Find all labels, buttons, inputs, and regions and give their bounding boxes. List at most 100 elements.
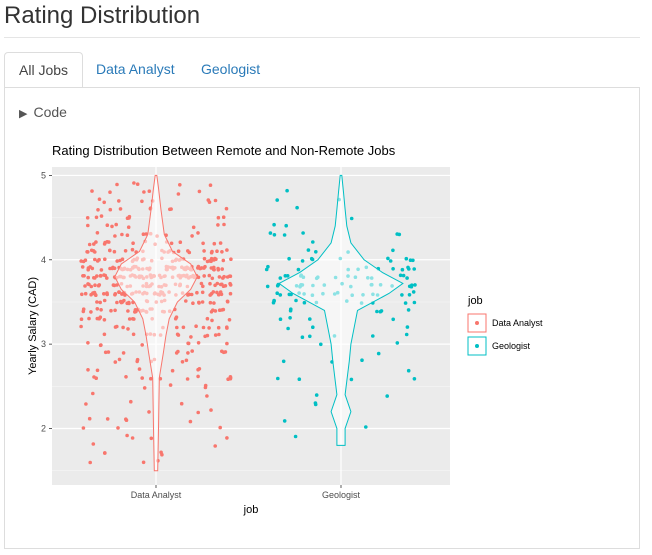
geologist-point [391, 317, 396, 322]
data-analyst-point [207, 273, 212, 278]
data-analyst-point [184, 358, 189, 363]
geologist-point [411, 290, 416, 294]
data-analyst-point [200, 300, 205, 304]
data-analyst-point [211, 290, 216, 294]
data-analyst-point [185, 377, 190, 381]
data-analyst-point [168, 383, 173, 387]
geologist-point [398, 273, 403, 278]
data-analyst-point [123, 249, 128, 253]
data-analyst-point [203, 334, 207, 339]
data-analyst-point [228, 376, 233, 380]
data-analyst-violin [114, 174, 198, 472]
geologist-point [412, 300, 417, 305]
data-analyst-point [225, 275, 230, 279]
data-analyst-point [212, 267, 216, 272]
data-analyst-point [130, 247, 135, 252]
data-analyst-point [115, 182, 119, 187]
legend-key-dot [475, 344, 479, 348]
data-analyst-point [126, 225, 131, 229]
geologist-point [405, 276, 409, 280]
data-analyst-point [191, 225, 196, 230]
geologist-point [349, 377, 354, 382]
data-analyst-point [225, 248, 229, 252]
data-analyst-point [80, 292, 84, 297]
data-analyst-point [95, 231, 100, 235]
data-analyst-point [197, 189, 202, 194]
geologist-point [404, 256, 409, 261]
code-toggle[interactable]: ▶ Code [19, 104, 67, 120]
data-analyst-point [102, 292, 106, 296]
x-tick-label: Geologist [322, 490, 361, 500]
data-analyst-point [113, 308, 117, 313]
data-analyst-point [212, 301, 216, 305]
data-analyst-point [98, 343, 103, 348]
data-analyst-point [114, 222, 118, 227]
data-analyst-point [105, 276, 109, 280]
data-analyst-point [131, 241, 135, 245]
tab-geologist[interactable]: Geologist [201, 61, 261, 77]
data-analyst-point [147, 410, 151, 414]
data-analyst-point [187, 292, 191, 297]
data-analyst-point [180, 360, 185, 364]
data-analyst-point [109, 308, 113, 313]
data-analyst-point [194, 324, 198, 328]
data-analyst-point [116, 426, 120, 430]
data-analyst-point [142, 190, 146, 194]
data-analyst-point [200, 290, 205, 295]
data-analyst-point [121, 325, 125, 330]
geologist-point [272, 222, 276, 227]
page-title: Rating Distribution [4, 2, 201, 29]
data-analyst-point [110, 266, 115, 271]
geologist-point [400, 293, 404, 297]
geologist-violin [278, 174, 404, 446]
data-analyst-point [89, 284, 94, 289]
data-analyst-point [88, 460, 92, 465]
geologist-point [313, 402, 318, 407]
data-analyst-point [106, 350, 111, 354]
geologist-point [308, 317, 312, 321]
data-analyst-point [201, 284, 205, 289]
triangle-right-icon: ▶ [19, 108, 28, 120]
data-analyst-point [225, 325, 229, 329]
data-analyst-point [86, 282, 90, 286]
data-analyst-point [141, 232, 146, 236]
data-analyst-point [225, 299, 230, 304]
data-analyst-point [181, 325, 186, 330]
data-analyst-point [113, 360, 118, 364]
data-analyst-point [117, 357, 122, 362]
data-analyst-point [212, 241, 217, 246]
geologist-point [411, 258, 415, 263]
geologist-point [275, 283, 280, 288]
data-analyst-point [191, 301, 195, 305]
data-analyst-point [196, 374, 200, 379]
data-analyst-point [184, 299, 188, 303]
data-analyst-point [117, 199, 121, 203]
data-analyst-point [108, 190, 112, 194]
tab-all-jobs[interactable]: All Jobs [4, 52, 84, 88]
data-analyst-point [115, 300, 119, 305]
data-analyst-point [218, 241, 223, 245]
geologist-point [405, 325, 410, 329]
data-analyst-point [216, 215, 221, 220]
data-analyst-point [210, 318, 214, 323]
legend-label: Data Analyst [492, 318, 543, 328]
tab-data-analyst[interactable]: Data Analyst [96, 61, 175, 77]
data-analyst-point [218, 425, 222, 430]
geologist-point [386, 256, 390, 261]
data-analyst-point [94, 240, 98, 244]
data-analyst-point [175, 325, 179, 330]
data-analyst-point [126, 309, 130, 313]
data-analyst-point [133, 308, 138, 312]
data-analyst-point [196, 410, 200, 415]
data-analyst-point [202, 266, 206, 270]
data-analyst-point [198, 266, 202, 271]
data-analyst-point [202, 256, 207, 261]
data-analyst-point [209, 250, 214, 255]
geologist-point [371, 334, 375, 338]
data-analyst-point [178, 183, 182, 187]
tab-bar: All Jobs Data Analyst Geologist [4, 52, 640, 88]
data-analyst-point [225, 341, 229, 346]
data-analyst-point [131, 332, 136, 337]
data-analyst-point [141, 460, 146, 465]
data-analyst-point [186, 351, 190, 355]
